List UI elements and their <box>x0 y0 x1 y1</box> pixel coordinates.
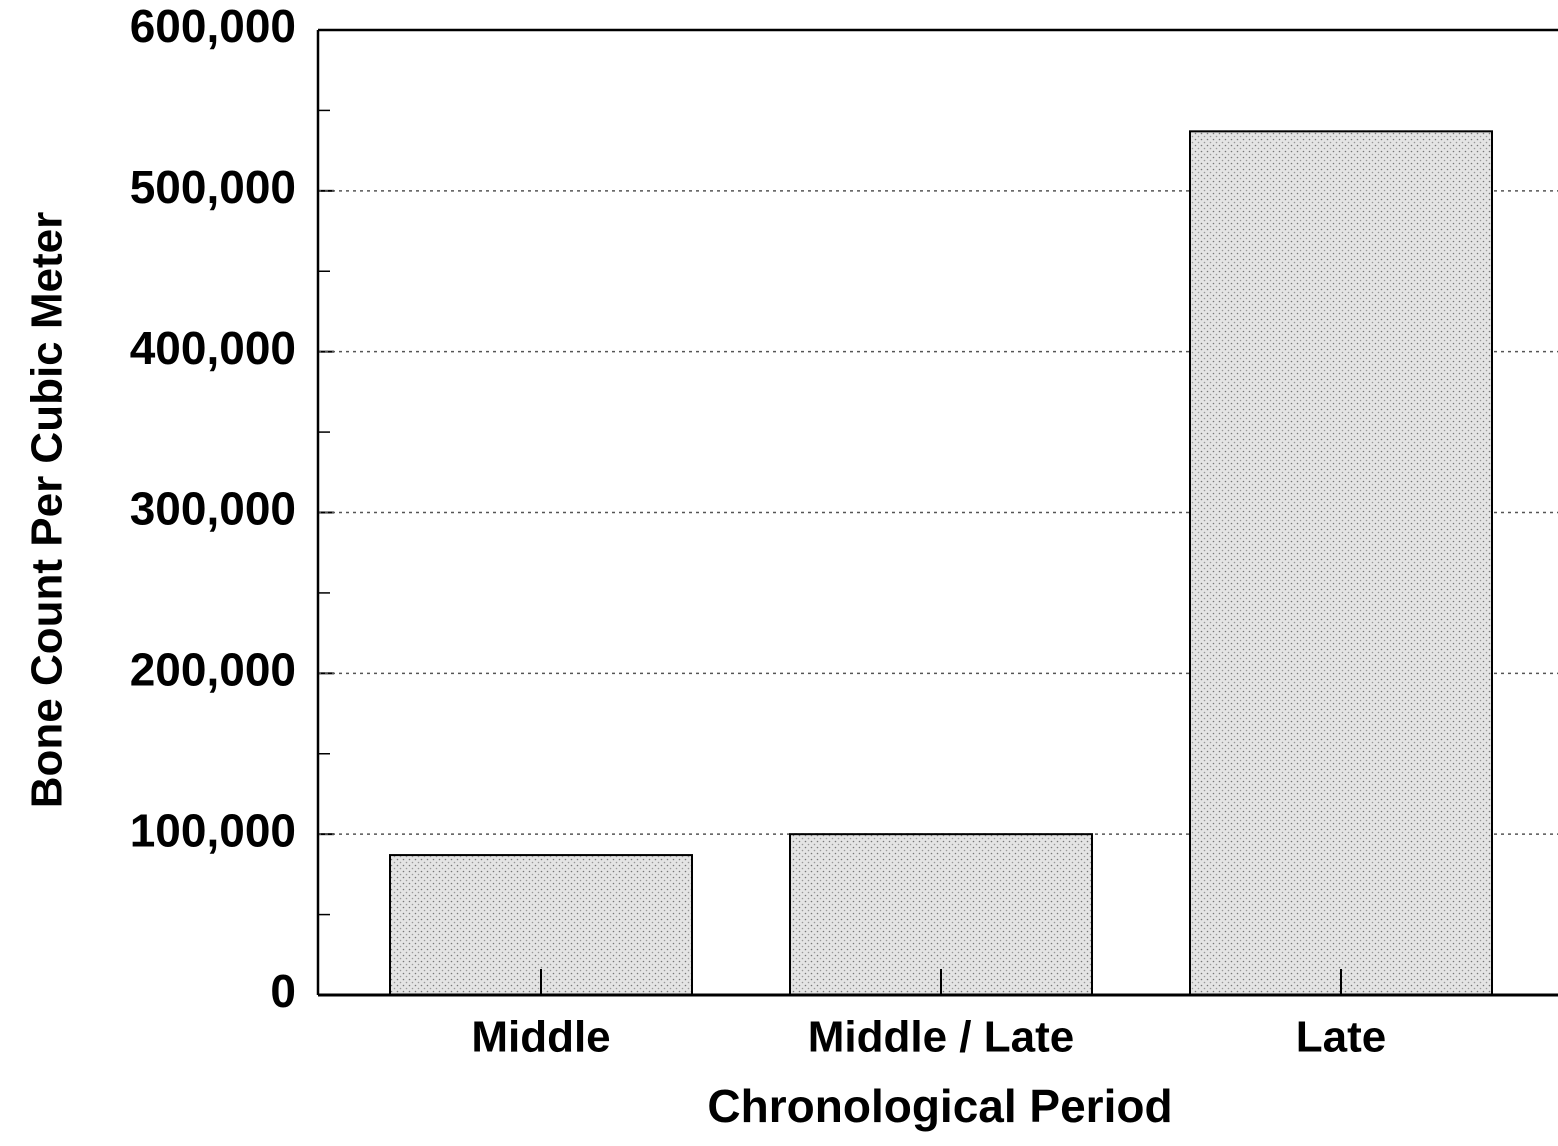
x-tick-label: Middle / Late <box>808 1013 1074 1062</box>
y-tick-label: 500,000 <box>130 161 296 213</box>
y-tick-label: 600,000 <box>130 0 296 52</box>
y-tick-label: 200,000 <box>130 643 296 695</box>
y-tick-label: 400,000 <box>130 322 296 374</box>
x-tick-label: Middle <box>471 1013 610 1062</box>
x-tick-label: Late <box>1296 1013 1386 1062</box>
bar <box>1189 130 1493 996</box>
bar <box>789 833 1093 997</box>
y-tick-label: 0 <box>270 965 296 1017</box>
y-tick-label: 100,000 <box>130 804 296 856</box>
y-axis-title: Bone Count Per Cubic Meter <box>23 212 72 809</box>
y-tick-label: 300,000 <box>130 483 296 535</box>
x-axis-title: Chronological Period <box>707 1080 1172 1132</box>
